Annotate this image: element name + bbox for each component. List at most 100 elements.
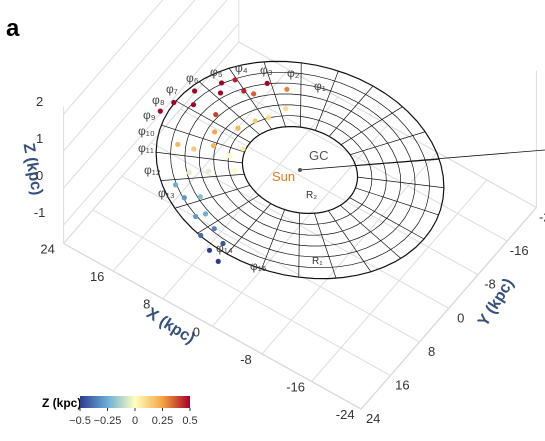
phi-label: φ₁₂ xyxy=(144,163,161,177)
data-point xyxy=(211,226,217,232)
disk-spoke xyxy=(174,184,251,209)
data-point xyxy=(157,108,163,114)
x-tick-label: 24 xyxy=(40,242,54,257)
x-tick-label: -24 xyxy=(336,407,355,422)
y-tick-label: 24 xyxy=(366,411,380,426)
data-point xyxy=(210,143,217,149)
y-tick-label: 16 xyxy=(395,378,409,393)
data-point xyxy=(215,258,221,264)
phi-label: φ₁₄ xyxy=(216,241,233,255)
x-tick-label: -8 xyxy=(240,352,252,367)
data-point xyxy=(175,141,181,148)
data-point xyxy=(181,195,187,201)
data-point xyxy=(173,182,179,188)
phi-label: φ₁₁ xyxy=(138,141,154,155)
disk-spoke xyxy=(314,213,337,279)
phi-label: φ₅ xyxy=(210,65,223,79)
data-point xyxy=(232,77,238,83)
phi-label: φ₁₀ xyxy=(138,124,155,138)
phi-label: φ₄ xyxy=(235,61,248,75)
grid-line xyxy=(180,108,479,276)
y-axis-label: Y (kpc) xyxy=(475,276,518,330)
y-tick-label: -8 xyxy=(484,277,496,292)
r2-label: R₂ xyxy=(306,190,317,201)
disk-spoke xyxy=(357,176,444,189)
data-point xyxy=(266,115,272,121)
data-point xyxy=(186,169,192,176)
data-point xyxy=(241,88,247,94)
data-point xyxy=(284,86,290,92)
disk-spoke xyxy=(197,195,260,234)
disk-spoke xyxy=(161,124,245,153)
phi-label: φ₈ xyxy=(152,93,165,107)
data-point xyxy=(171,99,177,106)
disk-spoke xyxy=(160,173,245,181)
x-axis-label: X (kpc) xyxy=(143,305,197,348)
z-tick-label: -1 xyxy=(34,205,46,220)
disk-spoke xyxy=(340,106,403,145)
disk-spoke xyxy=(328,85,374,137)
grid-line xyxy=(63,0,228,189)
disk-spoke xyxy=(298,212,300,278)
data-point xyxy=(213,111,219,118)
data-point xyxy=(283,105,289,112)
data-point xyxy=(251,91,257,97)
colorbar-tick-label: 0.25 xyxy=(152,415,173,427)
disk-spoke xyxy=(156,151,243,164)
r1-label: R₁ xyxy=(312,256,323,267)
data-point xyxy=(193,213,199,220)
phi-label: φ₉ xyxy=(143,108,156,122)
data-point xyxy=(232,168,238,174)
colorbar-tick-label: 0.5 xyxy=(182,415,197,427)
disk-spoke xyxy=(340,205,402,259)
disk-spoke xyxy=(349,197,425,240)
phi-label: φ₇ xyxy=(166,82,178,96)
z-tick-label: 2 xyxy=(36,94,43,109)
y-tick-label: -16 xyxy=(510,243,529,258)
z-tick-label: 0 xyxy=(36,168,43,183)
data-point xyxy=(198,232,204,239)
reference-line xyxy=(299,149,545,171)
disk-spoke xyxy=(261,209,285,270)
data-point xyxy=(219,80,225,86)
phi-label: φ₂ xyxy=(287,66,300,80)
data-point xyxy=(212,129,218,135)
x-tick-label: 0 xyxy=(193,324,200,339)
grid-line xyxy=(63,243,362,410)
data-point xyxy=(191,146,197,152)
x-tick-label: 16 xyxy=(90,269,104,284)
colorbar-tick-label: 0 xyxy=(132,415,138,427)
panel-label: a xyxy=(6,15,20,42)
phi-label: φ₁₃ xyxy=(158,186,175,200)
gc-marker xyxy=(298,168,302,172)
data-point xyxy=(264,80,270,86)
phi-label: φ₆ xyxy=(186,71,199,85)
disk-spoke xyxy=(328,210,372,272)
y-tick-label: -24 xyxy=(539,210,545,225)
disk-spoke xyxy=(355,187,439,216)
grid-line xyxy=(63,23,240,226)
data-point xyxy=(220,240,226,247)
data-point xyxy=(192,88,198,94)
data-point xyxy=(240,146,246,152)
data-point xyxy=(217,90,224,96)
colorbar-tick-label: −0.5 xyxy=(69,415,91,427)
x-tick-label: 8 xyxy=(143,297,150,312)
gc-label: GC xyxy=(309,148,329,163)
grid-line xyxy=(63,0,196,152)
colorbar xyxy=(80,396,190,408)
phi-label: φ₃ xyxy=(260,63,273,77)
grid-line xyxy=(150,142,450,309)
grid-line xyxy=(360,207,537,410)
disk-spoke xyxy=(175,100,251,143)
grid-line xyxy=(63,0,164,115)
data-point xyxy=(227,153,233,159)
disk-spoke xyxy=(263,61,286,127)
data-point xyxy=(202,211,209,217)
colorbar-title: Z (kpc) xyxy=(42,396,81,410)
data-point xyxy=(190,102,197,108)
y-tick-label: 0 xyxy=(457,310,464,325)
phi-label: φ₁ xyxy=(314,79,326,93)
disk-spoke xyxy=(300,62,302,128)
